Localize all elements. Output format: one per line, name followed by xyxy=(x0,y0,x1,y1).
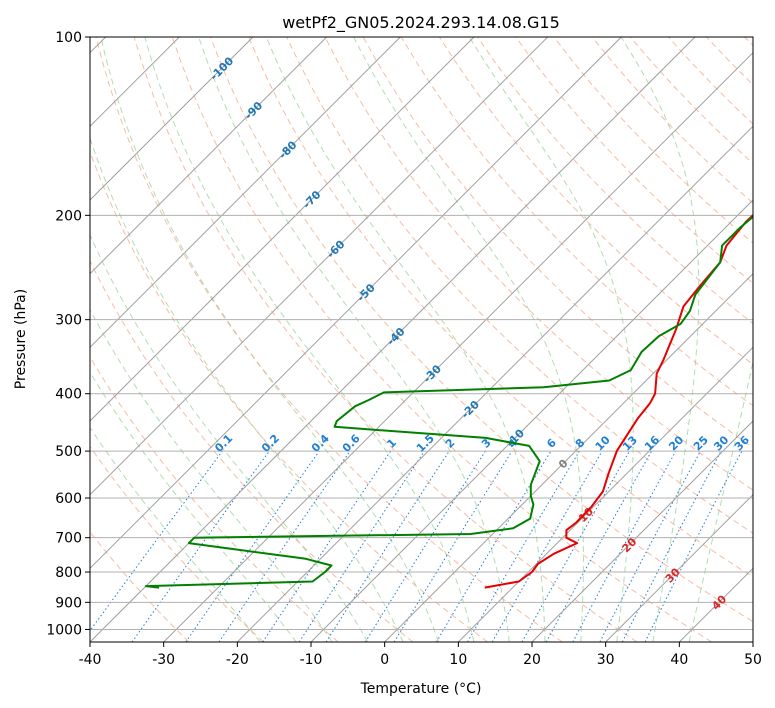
moist-adiabat xyxy=(620,37,700,642)
moist-adiabat xyxy=(144,37,475,642)
x-tick-label: 10 xyxy=(449,652,467,668)
y-tick-label: 800 xyxy=(55,565,82,581)
isotherm xyxy=(90,37,254,201)
moist-adiabat xyxy=(100,37,439,642)
moist-adiabat xyxy=(90,308,333,642)
x-tick-label: -40 xyxy=(79,652,102,668)
isotherm xyxy=(384,272,753,642)
mixing-ratio-line xyxy=(545,450,653,642)
isotherm xyxy=(531,420,753,642)
mixing-ratio-line xyxy=(131,450,270,642)
y-axis-title: Pressure (hPa) xyxy=(13,289,29,389)
dry-adiabat xyxy=(210,37,753,623)
x-tick-label: -10 xyxy=(300,652,323,668)
dry-adiabat xyxy=(248,37,753,578)
y-tick-label: 200 xyxy=(55,208,82,224)
isotherm xyxy=(163,51,753,642)
moist-adiabat xyxy=(265,37,546,642)
dewpoint-profile xyxy=(144,215,753,589)
y-tick-label: 100 xyxy=(55,30,82,46)
mixing-ratio-line xyxy=(644,450,743,642)
mixing-ratio-line xyxy=(218,450,351,642)
x-tick-label: 50 xyxy=(744,652,762,668)
y-tick-label: 1000 xyxy=(46,622,82,638)
x-axis-title: Temperature (°C) xyxy=(360,681,482,697)
mixing-ratio-line xyxy=(298,450,425,642)
moist-adiabat xyxy=(90,371,297,642)
moist-adiabat xyxy=(353,37,584,642)
isotherms xyxy=(90,37,753,642)
dry-adiabats xyxy=(90,37,753,642)
moist-adiabat xyxy=(198,37,510,642)
dry-adiabat xyxy=(90,259,414,642)
moist-adiabat xyxy=(688,358,753,642)
dry-adiabat xyxy=(90,356,339,642)
y-tick-label: 600 xyxy=(55,491,82,507)
mixing-ratio-line xyxy=(262,450,392,642)
isotherm xyxy=(90,37,622,570)
moist-adiabat xyxy=(90,426,261,642)
dry-adiabat xyxy=(515,37,753,284)
x-tick-label: -30 xyxy=(152,652,175,668)
dry-adiabat xyxy=(90,445,264,642)
mixing-ratio-line xyxy=(325,450,450,642)
isotherm xyxy=(310,199,753,642)
y-tick-label: 700 xyxy=(55,531,82,547)
dry-adiabat xyxy=(95,37,563,642)
mixing-ratio-line xyxy=(572,450,677,642)
mixing-ratio-line xyxy=(521,450,630,642)
dry-adiabat xyxy=(286,37,753,534)
isotherm xyxy=(90,37,401,349)
y-axis: 100 200 300 400 500 600 700 800 900 1000 xyxy=(46,30,90,638)
mixing-ratio-lines xyxy=(90,450,743,642)
mixing-ratio-line xyxy=(393,450,513,642)
isotherm xyxy=(90,37,475,422)
isotherm xyxy=(90,37,328,275)
pressure-gridlines xyxy=(90,37,753,630)
x-tick-label: 30 xyxy=(597,652,615,668)
isotherm xyxy=(457,346,753,642)
y-tick-label: 500 xyxy=(55,444,82,460)
y-tick-label: 300 xyxy=(55,313,82,329)
sounding-series xyxy=(144,213,753,589)
dry-adiabat xyxy=(324,37,753,491)
isotherm xyxy=(236,125,753,642)
temperature-profile xyxy=(484,213,753,589)
mixing-ratio-line xyxy=(90,450,223,632)
y-tick-label: 900 xyxy=(55,595,82,611)
moist-adiabat xyxy=(90,233,369,642)
x-axis: -40 -30 -20 -10 0 10 20 30 40 50 xyxy=(79,642,762,668)
plot-area: 0.1 0.2 0.4 0.6 1 1.5 2 3 4 6 8 10 13 16 20 25 30 36-100-… xyxy=(90,37,753,642)
dry-adiabat xyxy=(133,37,638,642)
isotherm xyxy=(605,493,753,642)
x-tick-label: 20 xyxy=(523,652,541,668)
plot-frame xyxy=(89,36,754,643)
chart-title: wetPf2_GN05.2024.293.14.08.G15 xyxy=(282,13,560,33)
x-tick-label: 40 xyxy=(670,652,688,668)
isotherm xyxy=(90,37,549,496)
x-tick-label: 0 xyxy=(380,652,389,668)
y-tick-label: 400 xyxy=(55,387,82,403)
moist-adiabat xyxy=(90,136,404,642)
x-tick-label: -20 xyxy=(226,652,249,668)
moist-adiabats xyxy=(90,37,753,642)
dry-adiabat xyxy=(171,37,712,642)
mixing-ratio-line xyxy=(185,450,320,642)
